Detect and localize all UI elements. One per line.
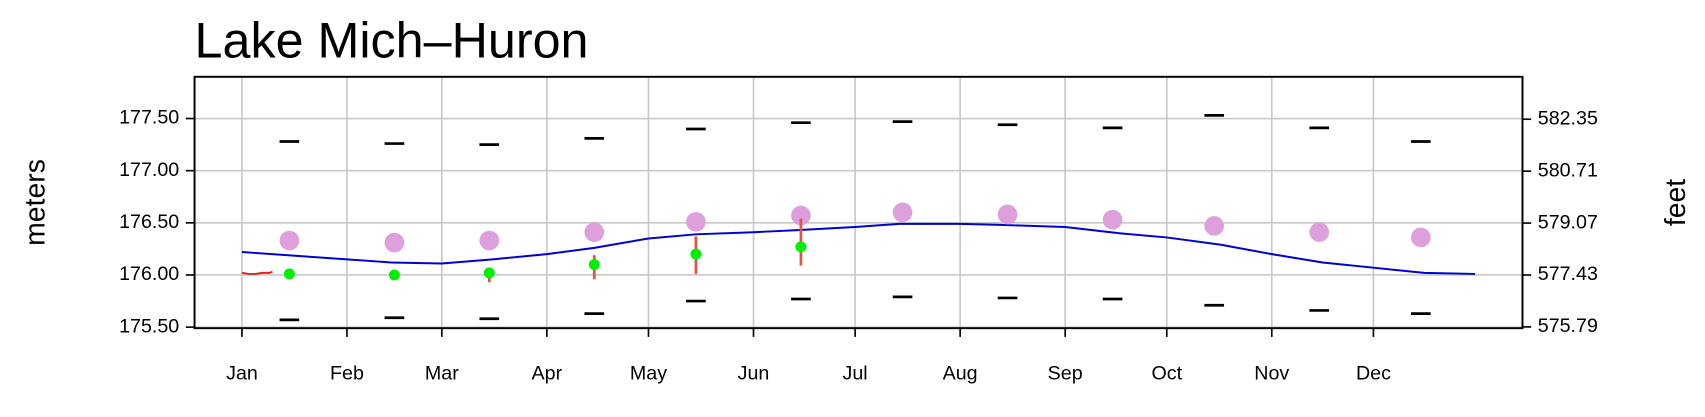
chart-title: Lake Mich–Huron — [195, 11, 589, 68]
dot — [279, 230, 300, 251]
y-tick-label: 176.50 — [119, 211, 179, 233]
dot — [997, 204, 1018, 225]
dot — [690, 248, 702, 260]
dot — [584, 222, 605, 243]
y2-tick-label: 575.79 — [1538, 315, 1598, 337]
dot — [795, 241, 807, 253]
x-tick-label: Aug — [943, 362, 978, 384]
plot-frame — [193, 75, 1524, 330]
y2-axis-label: feet — [1660, 179, 1692, 226]
x-tick-label: May — [630, 362, 667, 384]
x-tick-label: Jan — [226, 362, 258, 384]
x-tick-label: Nov — [1254, 362, 1289, 384]
y2-tick-label: 579.07 — [1538, 211, 1598, 233]
y2-tick-label: 577.43 — [1538, 263, 1598, 285]
y-tick-label: 177.50 — [119, 107, 179, 129]
y-tick-label: 177.00 — [119, 159, 179, 181]
y-tick-label: 176.00 — [119, 263, 179, 285]
y2-tick-label: 580.71 — [1538, 159, 1598, 181]
dot — [588, 259, 600, 271]
dot — [388, 269, 400, 281]
y-tick-label: 175.50 — [119, 315, 179, 337]
x-tick-label: Jul — [843, 362, 868, 384]
series-line — [241, 270, 273, 275]
dot — [1309, 222, 1330, 243]
x-tick-label: Sep — [1048, 362, 1083, 384]
x-tick-label: Feb — [330, 362, 364, 384]
y2-tick-label: 582.35 — [1538, 107, 1598, 129]
x-tick-label: Oct — [1151, 362, 1182, 384]
dot — [1102, 209, 1123, 230]
series-line — [241, 222, 1476, 275]
dot — [384, 232, 405, 253]
dot — [1411, 227, 1431, 248]
dot — [892, 202, 913, 223]
dot — [283, 268, 295, 280]
y-axis-label: meters — [20, 159, 52, 246]
dot — [1204, 216, 1225, 236]
x-tick-label: Apr — [532, 362, 563, 384]
dot — [479, 230, 500, 251]
dot — [483, 267, 495, 279]
x-tick-label: Dec — [1356, 362, 1391, 384]
x-tick-label: Mar — [425, 362, 459, 384]
x-tick-label: Jun — [738, 362, 770, 384]
dot — [686, 211, 706, 232]
dot — [791, 205, 811, 226]
